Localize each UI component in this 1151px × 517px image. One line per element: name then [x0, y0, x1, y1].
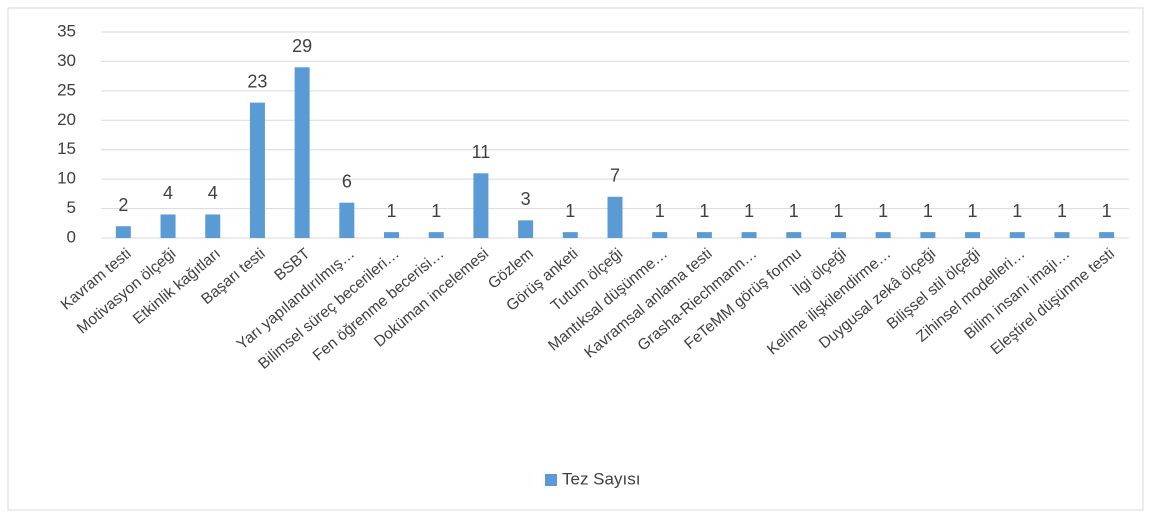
bar	[607, 196, 623, 238]
bar	[741, 232, 757, 238]
bar	[115, 226, 131, 238]
bar	[1009, 232, 1025, 238]
data-label: 6	[342, 171, 352, 191]
legend-label: Tez Sayısı	[562, 469, 640, 488]
data-label: 1	[1012, 201, 1022, 221]
data-label: 1	[833, 201, 843, 221]
bar	[920, 232, 936, 238]
bar	[786, 232, 802, 238]
data-label: 3	[521, 189, 531, 209]
y-tick-label: 10	[57, 169, 76, 188]
data-label: 1	[1057, 201, 1067, 221]
bar	[696, 232, 712, 238]
data-label: 1	[968, 201, 978, 221]
bar	[1054, 232, 1070, 238]
bar	[875, 232, 891, 238]
bar	[562, 232, 578, 238]
y-tick-label: 15	[57, 139, 76, 158]
y-tick-label: 20	[57, 110, 76, 129]
bar	[428, 232, 444, 238]
bar	[473, 173, 489, 238]
bar	[965, 232, 981, 238]
data-label: 11	[472, 142, 491, 162]
bar	[652, 232, 668, 238]
y-tick-label: 25	[57, 80, 76, 99]
data-label: 1	[699, 201, 709, 221]
bar	[830, 232, 846, 238]
data-label: 1	[789, 201, 799, 221]
chart-frame	[7, 7, 1144, 511]
bar	[205, 214, 221, 238]
bar	[249, 102, 265, 238]
bar	[1099, 232, 1115, 238]
data-label: 1	[655, 201, 665, 221]
bar	[294, 67, 310, 238]
y-tick-label: 30	[57, 51, 76, 70]
bar	[160, 214, 176, 238]
data-label: 1	[923, 201, 933, 221]
legend-swatch	[545, 474, 557, 486]
data-label: 4	[163, 183, 173, 203]
data-label: 4	[208, 183, 218, 203]
data-label: 1	[387, 201, 397, 221]
data-label: 1	[431, 201, 441, 221]
y-tick-label: 5	[67, 198, 76, 217]
data-label: 1	[1102, 201, 1112, 221]
data-label: 1	[744, 201, 754, 221]
data-label: 7	[610, 166, 620, 186]
y-tick-label: 0	[67, 227, 76, 246]
data-label: 23	[247, 71, 267, 91]
data-label: 1	[878, 201, 888, 221]
bar	[518, 220, 534, 238]
bar	[384, 232, 400, 238]
y-tick-label: 35	[57, 21, 76, 40]
data-label: 2	[118, 195, 128, 215]
data-label: 1	[565, 201, 575, 221]
bar	[339, 202, 355, 238]
data-label: 29	[292, 36, 312, 56]
